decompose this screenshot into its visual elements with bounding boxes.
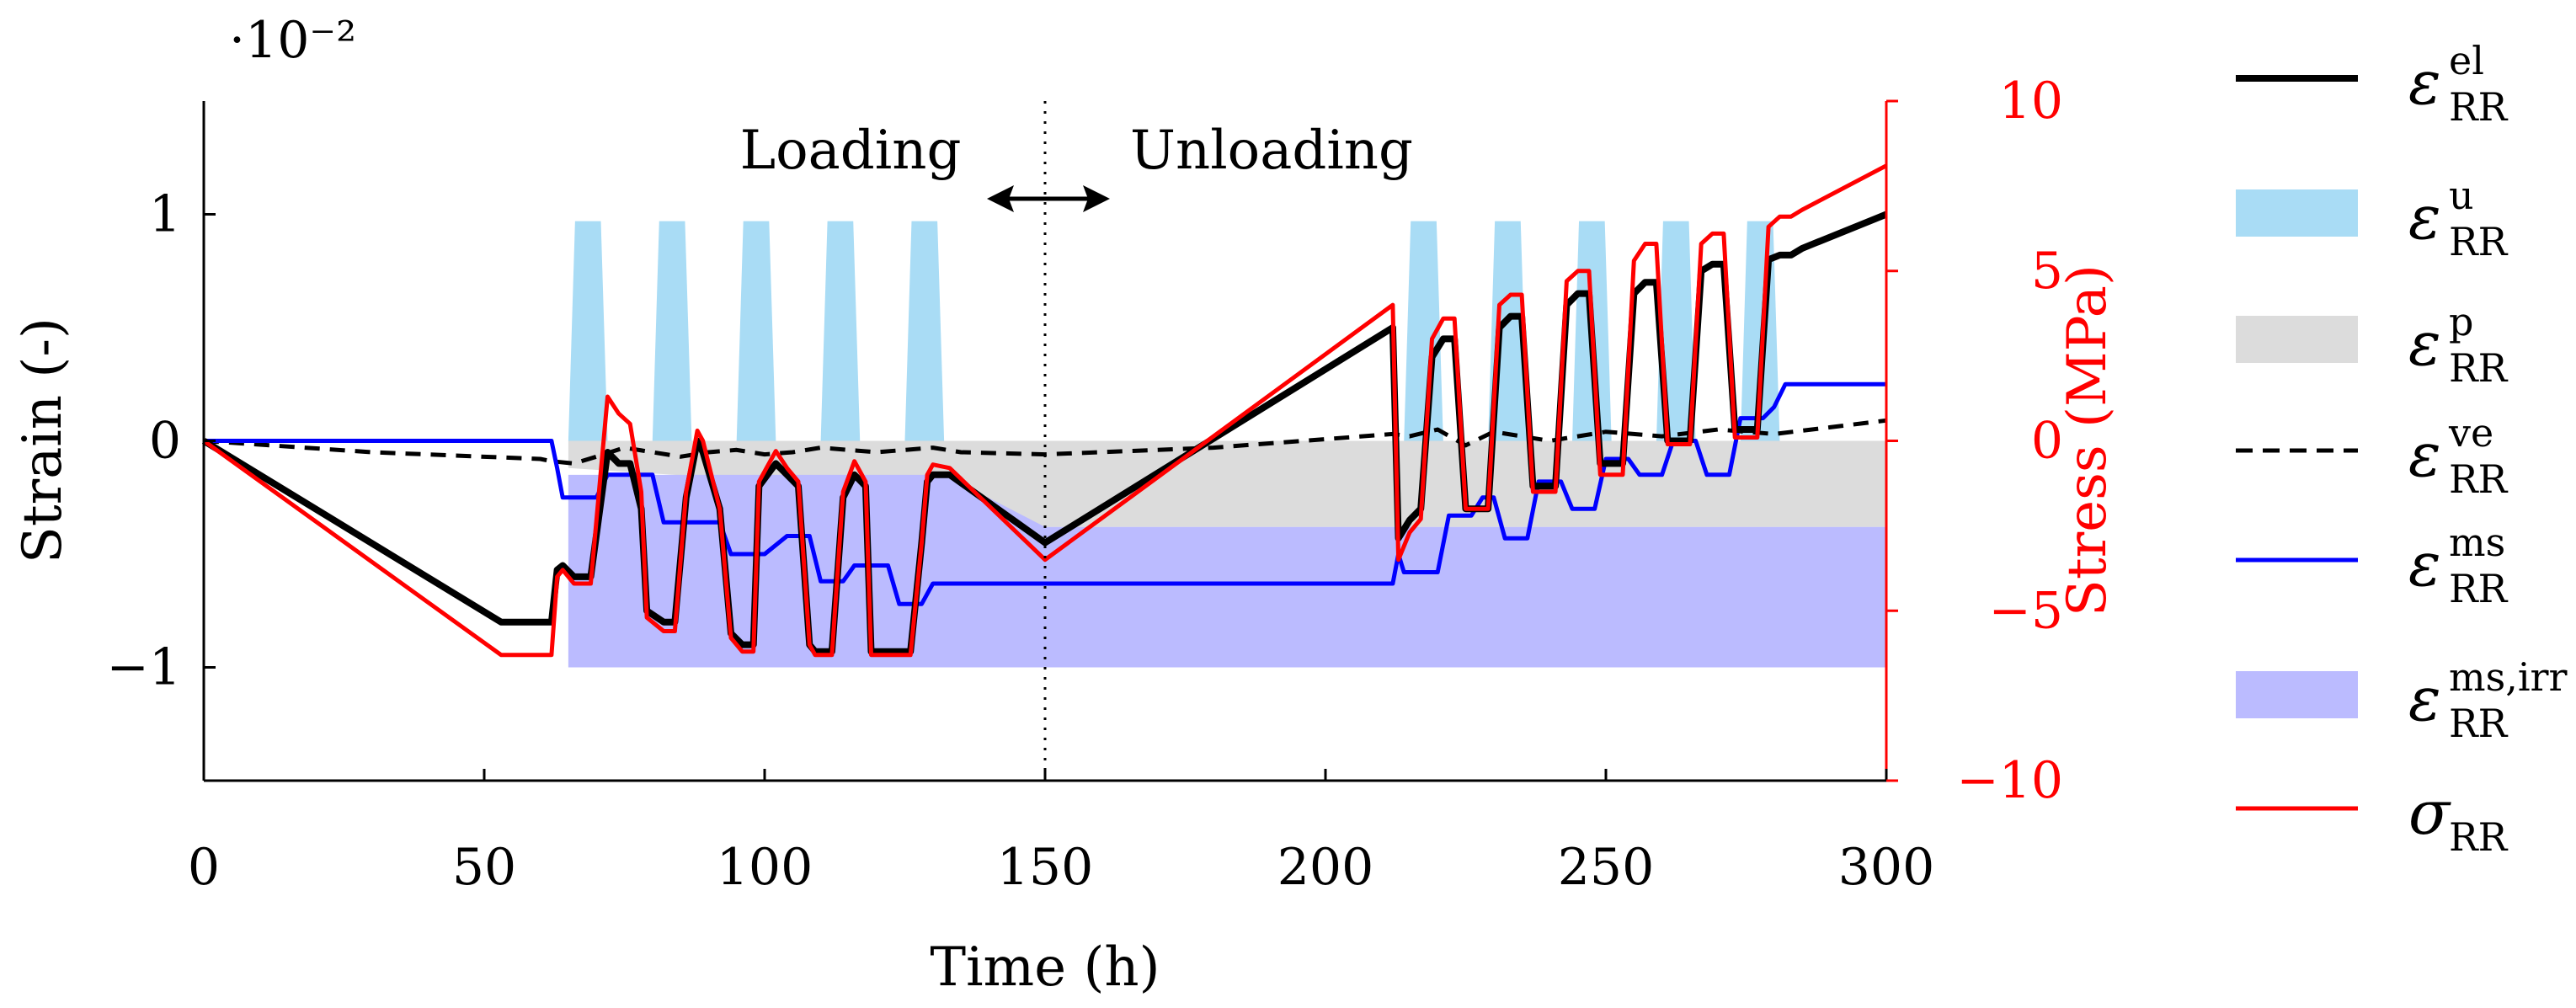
annotations: Loading Unloading [740,101,1413,781]
u-pulse [568,221,608,441]
unloading-label: Unloading [1130,120,1413,182]
x-tick-label: 50 [452,838,516,897]
u-pulse [1404,221,1443,441]
legend-label-base: ε [2408,664,2441,734]
y2-ticks: −10 −5 0 5 10 [1886,72,2063,810]
legend-label-sub: RR [2449,566,2509,611]
legend-swatch-ms_irr [2236,671,2358,718]
legend-label-base: ε [2408,308,2441,379]
x-axis-label: Time (h) [930,936,1160,999]
legend-label-sub: RR [2449,219,2509,264]
ms-irr-band [568,474,1886,668]
u-pulse [820,221,861,441]
legend-swatch-u [2236,189,2358,237]
x-tick-label: 200 [1277,838,1374,897]
legend-label-base: ε [2408,419,2441,490]
legend-label-sub: RR [2449,84,2509,130]
y2-tick-label: −10 [1956,751,2063,810]
sigma-line [202,163,1888,658]
y2-tick-label: −5 [1989,581,2063,640]
y-tick-label: 0 [149,412,181,471]
y2-tick-label: 10 [1999,72,2063,131]
legend-label-sup: ve [2448,410,2493,456]
legend-label-base: ε [2408,47,2441,118]
legend-label-sub: RR [2449,456,2509,502]
y2-axis-label: Stress (MPa) [2056,264,2119,616]
y-ticks: −1 0 1 [107,185,216,697]
legend-swatch-p [2236,316,2358,363]
u-pulse [904,221,945,441]
u-pulse [652,221,692,441]
legend-label-sup: ms [2449,520,2505,565]
x-tick-label: 150 [997,838,1094,897]
y-axis-label: Strain (-) [12,317,74,563]
x-ticks: 0 50 100 150 200 250 300 [188,769,1934,897]
legend-label-base: ε [2408,529,2441,600]
double-arrow-icon [987,185,1110,212]
legend-label-sub: RR [2449,701,2509,746]
legend-label-sub: RR [2449,814,2509,860]
legend-label-base: σ [2408,777,2451,848]
legend-label-sup: u [2449,173,2474,218]
x-tick-label: 0 [188,838,220,897]
x-tick-label: 250 [1558,838,1655,897]
y-tick-label: 1 [149,185,181,244]
legend-label-sub: RR [2449,345,2509,391]
y-tick-label: −1 [107,638,181,697]
y2-tick-label: 5 [2031,242,2063,301]
ms-line [204,381,1886,606]
legend-label-sup: p [2449,299,2473,344]
loading-label: Loading [740,120,962,182]
x-tick-label: 100 [717,838,813,897]
x-tick-label: 300 [1838,838,1935,897]
series-lines [201,163,1888,658]
u-pulse [736,221,776,441]
legend-label-base: ε [2408,182,2441,253]
y2-tick-label: 0 [2031,412,2063,471]
legend-label-sup: ms,irr [2449,654,2568,700]
y-scale-note: ·10⁻² [229,11,356,70]
legend-label-sup: el [2449,38,2484,83]
